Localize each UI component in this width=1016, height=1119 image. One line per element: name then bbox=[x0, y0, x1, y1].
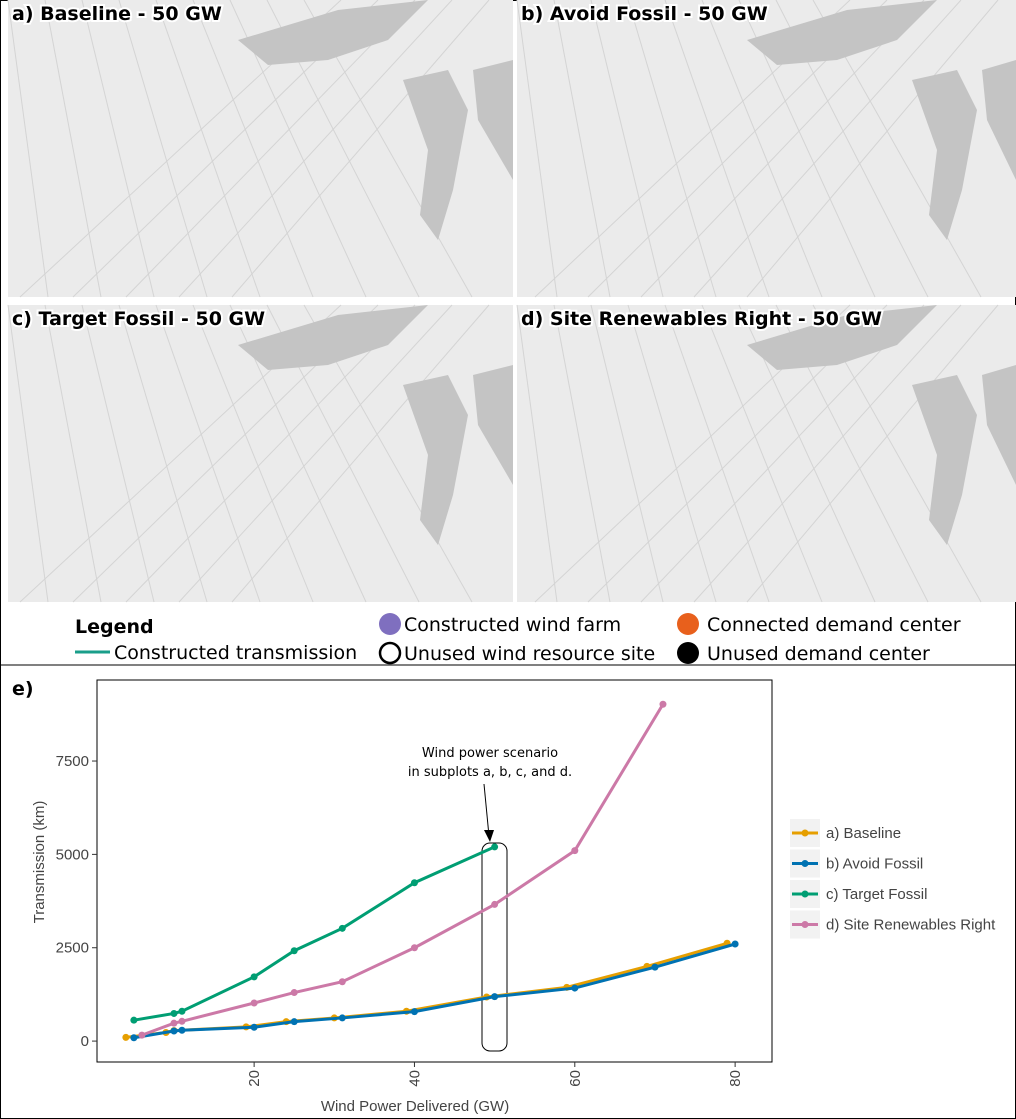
map-title: b) Avoid Fossil - 50 GW bbox=[521, 3, 768, 25]
map-title: c) Target Fossil - 50 GW bbox=[12, 308, 265, 330]
legend-label: d) Site Renewables Right bbox=[826, 917, 996, 934]
legend-key bbox=[802, 921, 809, 928]
data-point bbox=[130, 1017, 137, 1024]
data-point bbox=[130, 1034, 137, 1041]
data-point bbox=[651, 964, 658, 971]
y-tick-label: 5000 bbox=[56, 846, 89, 863]
x-tick-label: 20 bbox=[246, 1070, 263, 1087]
data-point bbox=[291, 1018, 298, 1025]
legend-title: Legend bbox=[75, 616, 154, 638]
map-panel: c) Target Fossil - 50 GW bbox=[8, 305, 513, 602]
y-tick-label: 7500 bbox=[56, 753, 89, 770]
data-point bbox=[491, 901, 498, 908]
data-point bbox=[251, 1000, 258, 1007]
legend-key bbox=[802, 860, 809, 867]
x-tick-label: 80 bbox=[727, 1070, 744, 1087]
data-point bbox=[291, 989, 298, 996]
annotation: Wind power scenario bbox=[422, 746, 558, 761]
data-point bbox=[178, 1008, 185, 1015]
figure: a) Baseline - 50 GW b) Avoid Fossil - 50 … bbox=[0, 0, 1016, 1119]
data-point bbox=[178, 1018, 185, 1025]
map-panel: b) Avoid Fossil - 50 GW bbox=[517, 0, 1016, 297]
y-axis-title: Transmission (km) bbox=[31, 801, 48, 924]
legend-key bbox=[380, 643, 400, 663]
data-point bbox=[659, 701, 666, 708]
y-tick-label: 2500 bbox=[56, 940, 89, 957]
data-point bbox=[251, 1024, 258, 1031]
data-point bbox=[339, 978, 346, 985]
panel-label: e) bbox=[12, 678, 34, 700]
data-point bbox=[491, 843, 498, 850]
data-point bbox=[411, 879, 418, 886]
data-point bbox=[732, 941, 739, 948]
data-point bbox=[339, 925, 346, 932]
y-tick-label: 0 bbox=[81, 1033, 89, 1050]
legend-key bbox=[677, 642, 699, 664]
legend-label: b) Avoid Fossil bbox=[826, 856, 923, 873]
data-point bbox=[251, 973, 258, 980]
data-point bbox=[170, 1010, 177, 1017]
legend-key bbox=[802, 891, 809, 898]
legend-label: c) Target Fossil bbox=[826, 886, 927, 903]
data-point bbox=[122, 1034, 129, 1041]
legend-label: Constructed transmission bbox=[114, 642, 357, 664]
x-axis-title: Wind Power Delivered (GW) bbox=[321, 1098, 509, 1115]
data-point bbox=[138, 1032, 145, 1039]
legend-key bbox=[802, 830, 809, 837]
data-point bbox=[170, 1020, 177, 1027]
map-title: a) Baseline - 50 GW bbox=[12, 3, 222, 25]
map-panel: a) Baseline - 50 GW bbox=[8, 0, 513, 297]
map-title: d) Site Renewables Right - 50 GW bbox=[521, 308, 882, 330]
legend-label: Unused wind resource site bbox=[404, 643, 655, 665]
data-point bbox=[170, 1028, 177, 1035]
data-point bbox=[571, 985, 578, 992]
x-tick-label: 60 bbox=[567, 1070, 584, 1087]
data-point bbox=[411, 1008, 418, 1015]
x-tick-label: 40 bbox=[406, 1070, 423, 1087]
legend-label: Unused demand center bbox=[707, 643, 930, 665]
data-point bbox=[491, 993, 498, 1000]
legend-label: Connected demand center bbox=[707, 614, 961, 636]
legend-label: Constructed wind farm bbox=[404, 614, 621, 636]
legend-key bbox=[379, 613, 401, 635]
data-point bbox=[291, 947, 298, 954]
data-point bbox=[339, 1014, 346, 1021]
legend-key bbox=[677, 613, 699, 635]
annotation: in subplots a, b, c, and d. bbox=[408, 765, 572, 780]
data-point bbox=[571, 847, 578, 854]
map-panel: d) Site Renewables Right - 50 GW bbox=[517, 305, 1016, 602]
legend-label: a) Baseline bbox=[826, 825, 901, 842]
data-point bbox=[411, 944, 418, 951]
data-point bbox=[178, 1027, 185, 1034]
